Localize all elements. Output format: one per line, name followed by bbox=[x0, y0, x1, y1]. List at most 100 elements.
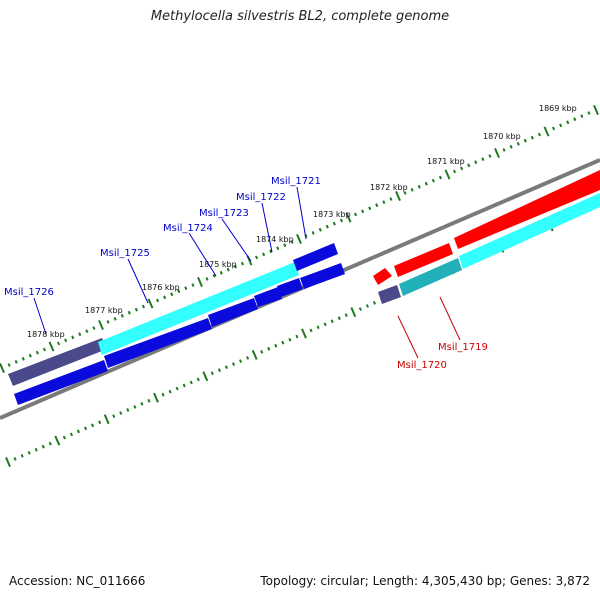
minor-tick bbox=[112, 414, 116, 418]
minor-tick bbox=[509, 144, 513, 149]
leader-msil-1723 bbox=[221, 218, 252, 262]
gene-label-msil-1722: Msil_1722 bbox=[236, 192, 286, 203]
major-tick bbox=[0, 363, 5, 373]
minor-tick bbox=[113, 316, 117, 321]
minor-tick bbox=[196, 377, 200, 382]
minor-tick bbox=[481, 157, 485, 162]
minor-tick bbox=[147, 398, 151, 403]
kbp-label-1873: 1873 kbp bbox=[313, 210, 351, 219]
minor-tick bbox=[330, 319, 334, 324]
feature-msil-1726-blue[interactable] bbox=[14, 360, 108, 405]
minor-tick bbox=[20, 454, 24, 458]
kbp-label-1871: 1871 kbp bbox=[427, 157, 465, 166]
feature-msil-1719-cyan[interactable] bbox=[459, 193, 600, 269]
topology-text: Topology: circular; Length: 4,305,430 bp… bbox=[260, 574, 590, 588]
minor-tick bbox=[516, 141, 520, 146]
minor-tick bbox=[238, 359, 243, 363]
minor-tick bbox=[474, 160, 478, 165]
major-tick bbox=[103, 414, 110, 425]
gene-label-msil-1723: Msil_1723 bbox=[199, 208, 249, 219]
minor-tick bbox=[219, 270, 223, 275]
minor-tick bbox=[281, 340, 285, 345]
minor-tick bbox=[205, 277, 209, 281]
kbp-label-1875: 1875 kbp bbox=[199, 260, 237, 269]
feature-msil-1720-red[interactable] bbox=[373, 268, 392, 285]
major-tick bbox=[593, 105, 599, 115]
minor-tick bbox=[566, 120, 570, 125]
minor-tick bbox=[267, 346, 271, 351]
minor-tick bbox=[260, 349, 264, 354]
minor-tick bbox=[92, 326, 96, 330]
minor-tick bbox=[410, 187, 414, 192]
minor-tick bbox=[85, 329, 89, 334]
minor-tick bbox=[106, 320, 110, 324]
minor-tick bbox=[98, 420, 102, 425]
major-tick bbox=[494, 148, 500, 158]
major-tick bbox=[345, 212, 352, 223]
minor-tick bbox=[309, 328, 313, 333]
minor-tick bbox=[337, 316, 341, 321]
minor-tick bbox=[170, 292, 174, 297]
feature-msil-1722-blue[interactable] bbox=[277, 278, 303, 297]
minor-tick bbox=[311, 230, 315, 235]
minor-tick bbox=[13, 457, 17, 461]
minor-tick bbox=[274, 343, 278, 348]
minor-tick bbox=[269, 249, 273, 254]
leader-msil-1725 bbox=[127, 258, 149, 304]
kbp-label-1872: 1872 kbp bbox=[370, 183, 408, 192]
minor-tick bbox=[217, 368, 222, 373]
minor-tick bbox=[69, 432, 74, 437]
minor-tick bbox=[288, 337, 292, 342]
feature-msil-1725-blue[interactable] bbox=[104, 318, 212, 368]
feature-msil-1726-purple[interactable] bbox=[8, 338, 107, 386]
minor-tick bbox=[573, 117, 577, 122]
minor-tick bbox=[452, 169, 457, 174]
minor-tick bbox=[233, 264, 237, 269]
minor-tick bbox=[290, 240, 294, 244]
feature-msil-1720-purple[interactable] bbox=[378, 285, 401, 304]
minor-tick bbox=[62, 435, 66, 440]
feature-msil-1720-teal[interactable] bbox=[399, 258, 462, 296]
minor-tick bbox=[76, 429, 81, 434]
feature-msil-1724-blue[interactable] bbox=[208, 298, 258, 327]
minor-tick bbox=[353, 212, 358, 217]
minor-tick bbox=[375, 203, 379, 208]
minor-tick bbox=[35, 350, 39, 355]
major-tick bbox=[395, 191, 401, 201]
minor-tick bbox=[90, 423, 95, 428]
major-tick bbox=[296, 234, 302, 244]
feature-msil-1721-blue[interactable] bbox=[293, 243, 338, 271]
minor-tick bbox=[212, 273, 216, 278]
minor-tick bbox=[523, 138, 527, 143]
minor-tick bbox=[120, 313, 124, 318]
minor-tick bbox=[155, 298, 160, 303]
minor-tick bbox=[184, 286, 188, 291]
minor-tick bbox=[276, 246, 280, 251]
minor-tick bbox=[126, 408, 130, 412]
minor-tick bbox=[27, 450, 31, 455]
minor-tick bbox=[168, 389, 172, 394]
feature-msil-1720-red-b[interactable] bbox=[394, 243, 453, 277]
leader-msil-1720 bbox=[397, 315, 419, 359]
minor-tick bbox=[339, 218, 344, 223]
minor-tick bbox=[64, 338, 68, 343]
minor-tick bbox=[372, 301, 377, 305]
gene-label-msil-1719: Msil_1719 bbox=[438, 342, 488, 353]
gene-label-msil-1724: Msil_1724 bbox=[163, 223, 213, 234]
major-tick bbox=[98, 320, 104, 330]
leader-msil-1721 bbox=[296, 186, 307, 240]
minor-tick bbox=[559, 123, 563, 128]
minor-tick bbox=[580, 114, 584, 119]
feature-msil-1719-red[interactable] bbox=[454, 170, 600, 249]
minor-tick bbox=[438, 175, 443, 180]
feature-msil-1723-blue[interactable] bbox=[254, 287, 282, 307]
minor-tick bbox=[358, 307, 362, 311]
minor-tick bbox=[226, 267, 230, 272]
minor-tick bbox=[71, 335, 75, 340]
minor-tick bbox=[48, 441, 52, 446]
minor-tick bbox=[295, 334, 299, 339]
feature-msil-1721-blue-lower[interactable] bbox=[300, 263, 345, 289]
minor-tick bbox=[41, 444, 45, 449]
feature-msil-1725-cyan[interactable] bbox=[98, 262, 299, 355]
accession-text: Accession: NC_011666 bbox=[9, 574, 146, 588]
